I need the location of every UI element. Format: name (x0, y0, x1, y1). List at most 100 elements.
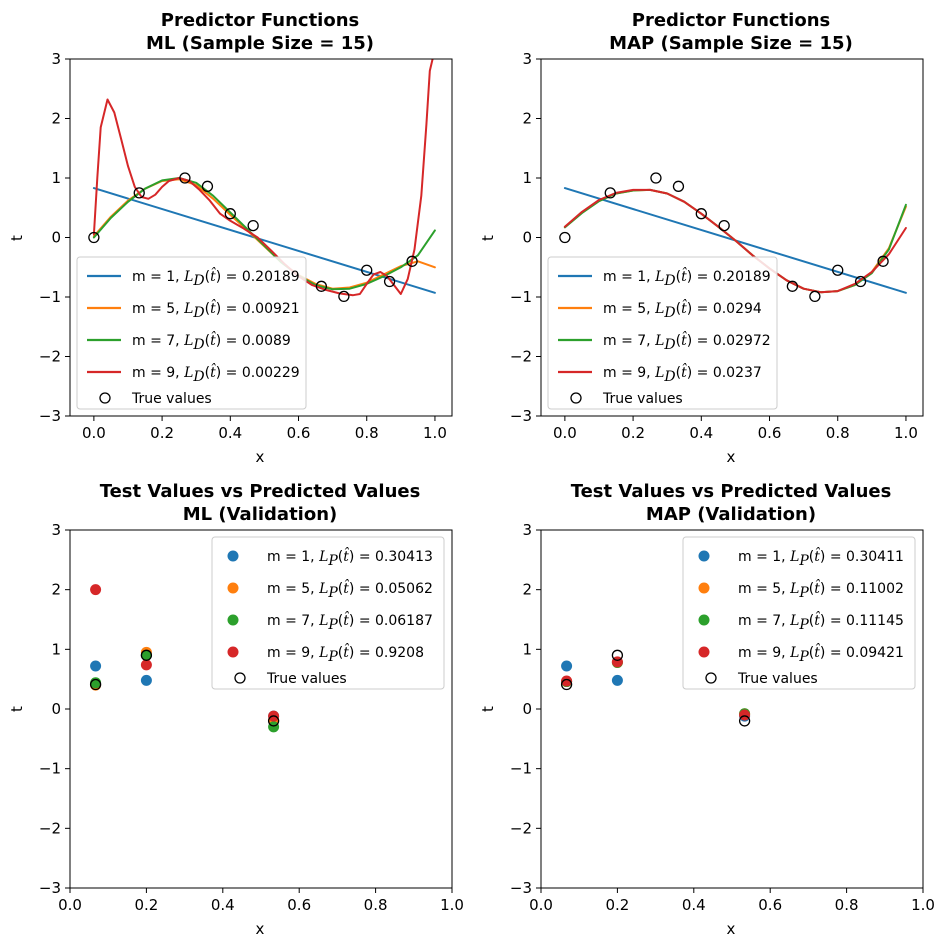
ml-train-y-tick-label: 2 (51, 110, 61, 128)
ml-val-legend-true-marker (234, 672, 246, 684)
map-train-legend-label-m9: m = 9, LD(t̂) = 0.0237 (603, 362, 762, 385)
ml-train-y-tick-label: −2 (39, 348, 61, 366)
map-val-legend-box (682, 536, 916, 690)
map-train-legend-label-m1: m = 1, LD(t̂) = 0.20189 (603, 266, 771, 289)
map-val-point-m9 (561, 675, 573, 687)
map-train-x-tick-label: 0.0 (553, 424, 577, 442)
ml-train-x-tick-label: 0.0 (82, 424, 106, 442)
map-val-y-axis-label: t (479, 706, 497, 712)
map-val-y-tick-label: −3 (510, 879, 532, 897)
map-train-y-axis-label: t (479, 235, 497, 241)
ml-val-legend-label-m5: m = 5, LP(t̂) = 0.05062 (267, 578, 433, 601)
ml-val-y-tick-label: −2 (39, 819, 61, 837)
map-train-x-axis-label: x (727, 448, 736, 466)
ml-val-x-tick-label: 0.0 (58, 896, 82, 914)
map-val-y-tick-label: 3 (522, 521, 532, 539)
map-val-point-m1 (611, 674, 623, 686)
ml-train-legend-label-m7: m = 7, LD(t̂) = 0.0089 (132, 330, 291, 353)
map-val-x-tick-label: 0.2 (605, 896, 629, 914)
ml-val-point-m7 (268, 721, 280, 733)
map-val-true-value-point (738, 715, 751, 727)
ml-train-y-tick-label: −1 (39, 288, 61, 306)
ml-train-legend-box (76, 256, 307, 410)
ml-train-true-value-point (179, 172, 191, 184)
ml-train-x-tick-label: 0.2 (150, 424, 174, 442)
ml-val-true-value-point (267, 715, 280, 727)
map-train-y-tick-label: −1 (510, 288, 532, 306)
ml-train-x-tick-label: 1.0 (423, 424, 447, 442)
map-train-true-value-point (604, 187, 616, 199)
ml-val-legend-label-m1: m = 1, LP(t̂) = 0.30413 (267, 546, 433, 569)
ml-train-true-value-point (88, 231, 100, 244)
map-val-legend-swatch (698, 646, 710, 658)
ml-train-title-line-2: ML (Sample Size = 15) (146, 33, 374, 54)
ml-train-series-line-m9 (92, 59, 434, 297)
ml-train-true-value-point (247, 219, 259, 232)
ml-train-axes: Predictor Functions ML (Sample Size = 15… (8, 10, 453, 466)
map-train-series-line-m9 (563, 188, 907, 294)
map-val-legend-label-m9: m = 9, LP(t̂) = 0.09421 (738, 642, 904, 665)
ml-val-y-tick-label: 0 (51, 700, 61, 718)
ml-train-true-value-point (383, 275, 396, 288)
map-train-frame (540, 58, 924, 417)
ml-val-x-tick-label: 0.6 (287, 896, 311, 914)
map-val-x-tick-label: 1.0 (911, 896, 935, 914)
ml-train-y-tick-label: −3 (39, 407, 61, 425)
map-val-true-value-point (560, 678, 573, 691)
map-train-x-tick-label: 0.8 (826, 424, 850, 442)
ml-val-y-axis-label: t (8, 706, 26, 712)
map-val-legend-true-marker (705, 672, 717, 684)
map-val-legend-label-true: True values (737, 671, 818, 687)
map-val-legend: m = 1, LP(t̂) = 0.30411 m = 5, LP(t̂) = 0… (682, 536, 916, 690)
map-val-x-tick-label: 0.8 (835, 896, 859, 914)
ml-val-x-tick-label: 0.8 (364, 896, 388, 914)
ml-val-y-tick-label: −1 (39, 760, 61, 778)
ml-train-x-tick-label: 0.6 (287, 424, 311, 442)
map-train-true-value-point (854, 275, 867, 288)
ml-val-legend-label-true: True values (266, 671, 347, 687)
map-train-y-tick-label: 0 (522, 229, 532, 247)
map-train-title-line-1: Predictor Functions (632, 10, 830, 31)
ml-val-true-value-point (140, 649, 153, 661)
map-val-title-line-2: MAP (Validation) (646, 504, 816, 525)
map-val-y-tick-label: −2 (510, 819, 532, 837)
ml-train-true-value-point (224, 208, 236, 220)
ml-train-true-value-point (361, 264, 373, 276)
map-val-x-tick-label: 0.4 (682, 896, 706, 914)
map-train-true-value-point (877, 255, 889, 267)
ml-val-axes: Test Values vs Predicted Values ML (Vali… (8, 481, 464, 938)
ml-train-y-tick-label: 1 (51, 169, 61, 187)
map-val-legend-label-m5: m = 5, LP(t̂) = 0.11002 (738, 578, 904, 601)
ml-val-x-tick-label: 0.2 (134, 896, 158, 914)
map-val-x-tick-label: 0.6 (758, 896, 782, 914)
map-train-legend-label-m5: m = 5, LD(t̂) = 0.0294 (603, 298, 762, 321)
map-train-true-value-point (695, 208, 707, 220)
map-train-true-value-point (786, 280, 799, 292)
ml-val-legend-box (211, 536, 445, 690)
map-val-x-tick-label: 0.0 (529, 896, 553, 914)
map-train-axes: Predictor Functions MAP (Sample Size = 1… (479, 10, 924, 466)
map-train-x-tick-label: 1.0 (894, 424, 918, 442)
ml-val-legend-swatch (227, 550, 239, 562)
ml-train-series-line-m1 (92, 187, 436, 294)
ml-val-y-tick-label: 1 (51, 640, 61, 658)
map-train-y-tick-label: −3 (510, 407, 532, 425)
ml-val-point-m7 (140, 649, 152, 661)
ml-val-x-tick-label: 1.0 (440, 896, 464, 914)
map-train-y-tick-label: 3 (522, 50, 532, 68)
ml-val-x-axis-label: x (256, 920, 265, 938)
ml-train-legend-label-true: True values (131, 391, 212, 407)
ml-val-true-value-point (89, 678, 102, 691)
map-val-y-tick-label: 2 (522, 581, 532, 599)
ml-train-true-value-point (315, 280, 328, 292)
ml-val-x-tick-label: 0.4 (211, 896, 235, 914)
ml-val-y-tick-label: −3 (39, 879, 61, 897)
ml-val-legend-swatch (227, 646, 239, 658)
ml-val-legend: m = 1, LP(t̂) = 0.30413 m = 5, LP(t̂) = 0… (211, 536, 445, 690)
ml-val-legend-label-m9: m = 9, LP(t̂) = 0.9208 (267, 642, 424, 665)
ml-train-frame (69, 58, 453, 417)
map-train-legend: m = 1, LD(t̂) = 0.20189 m = 5, LD(t̂) = 0… (547, 256, 778, 410)
ml-val-point-m1 (140, 674, 152, 686)
ml-train-legend-label-m1: m = 1, LD(t̂) = 0.20189 (132, 266, 300, 289)
map-train-true-value-point (559, 231, 571, 244)
